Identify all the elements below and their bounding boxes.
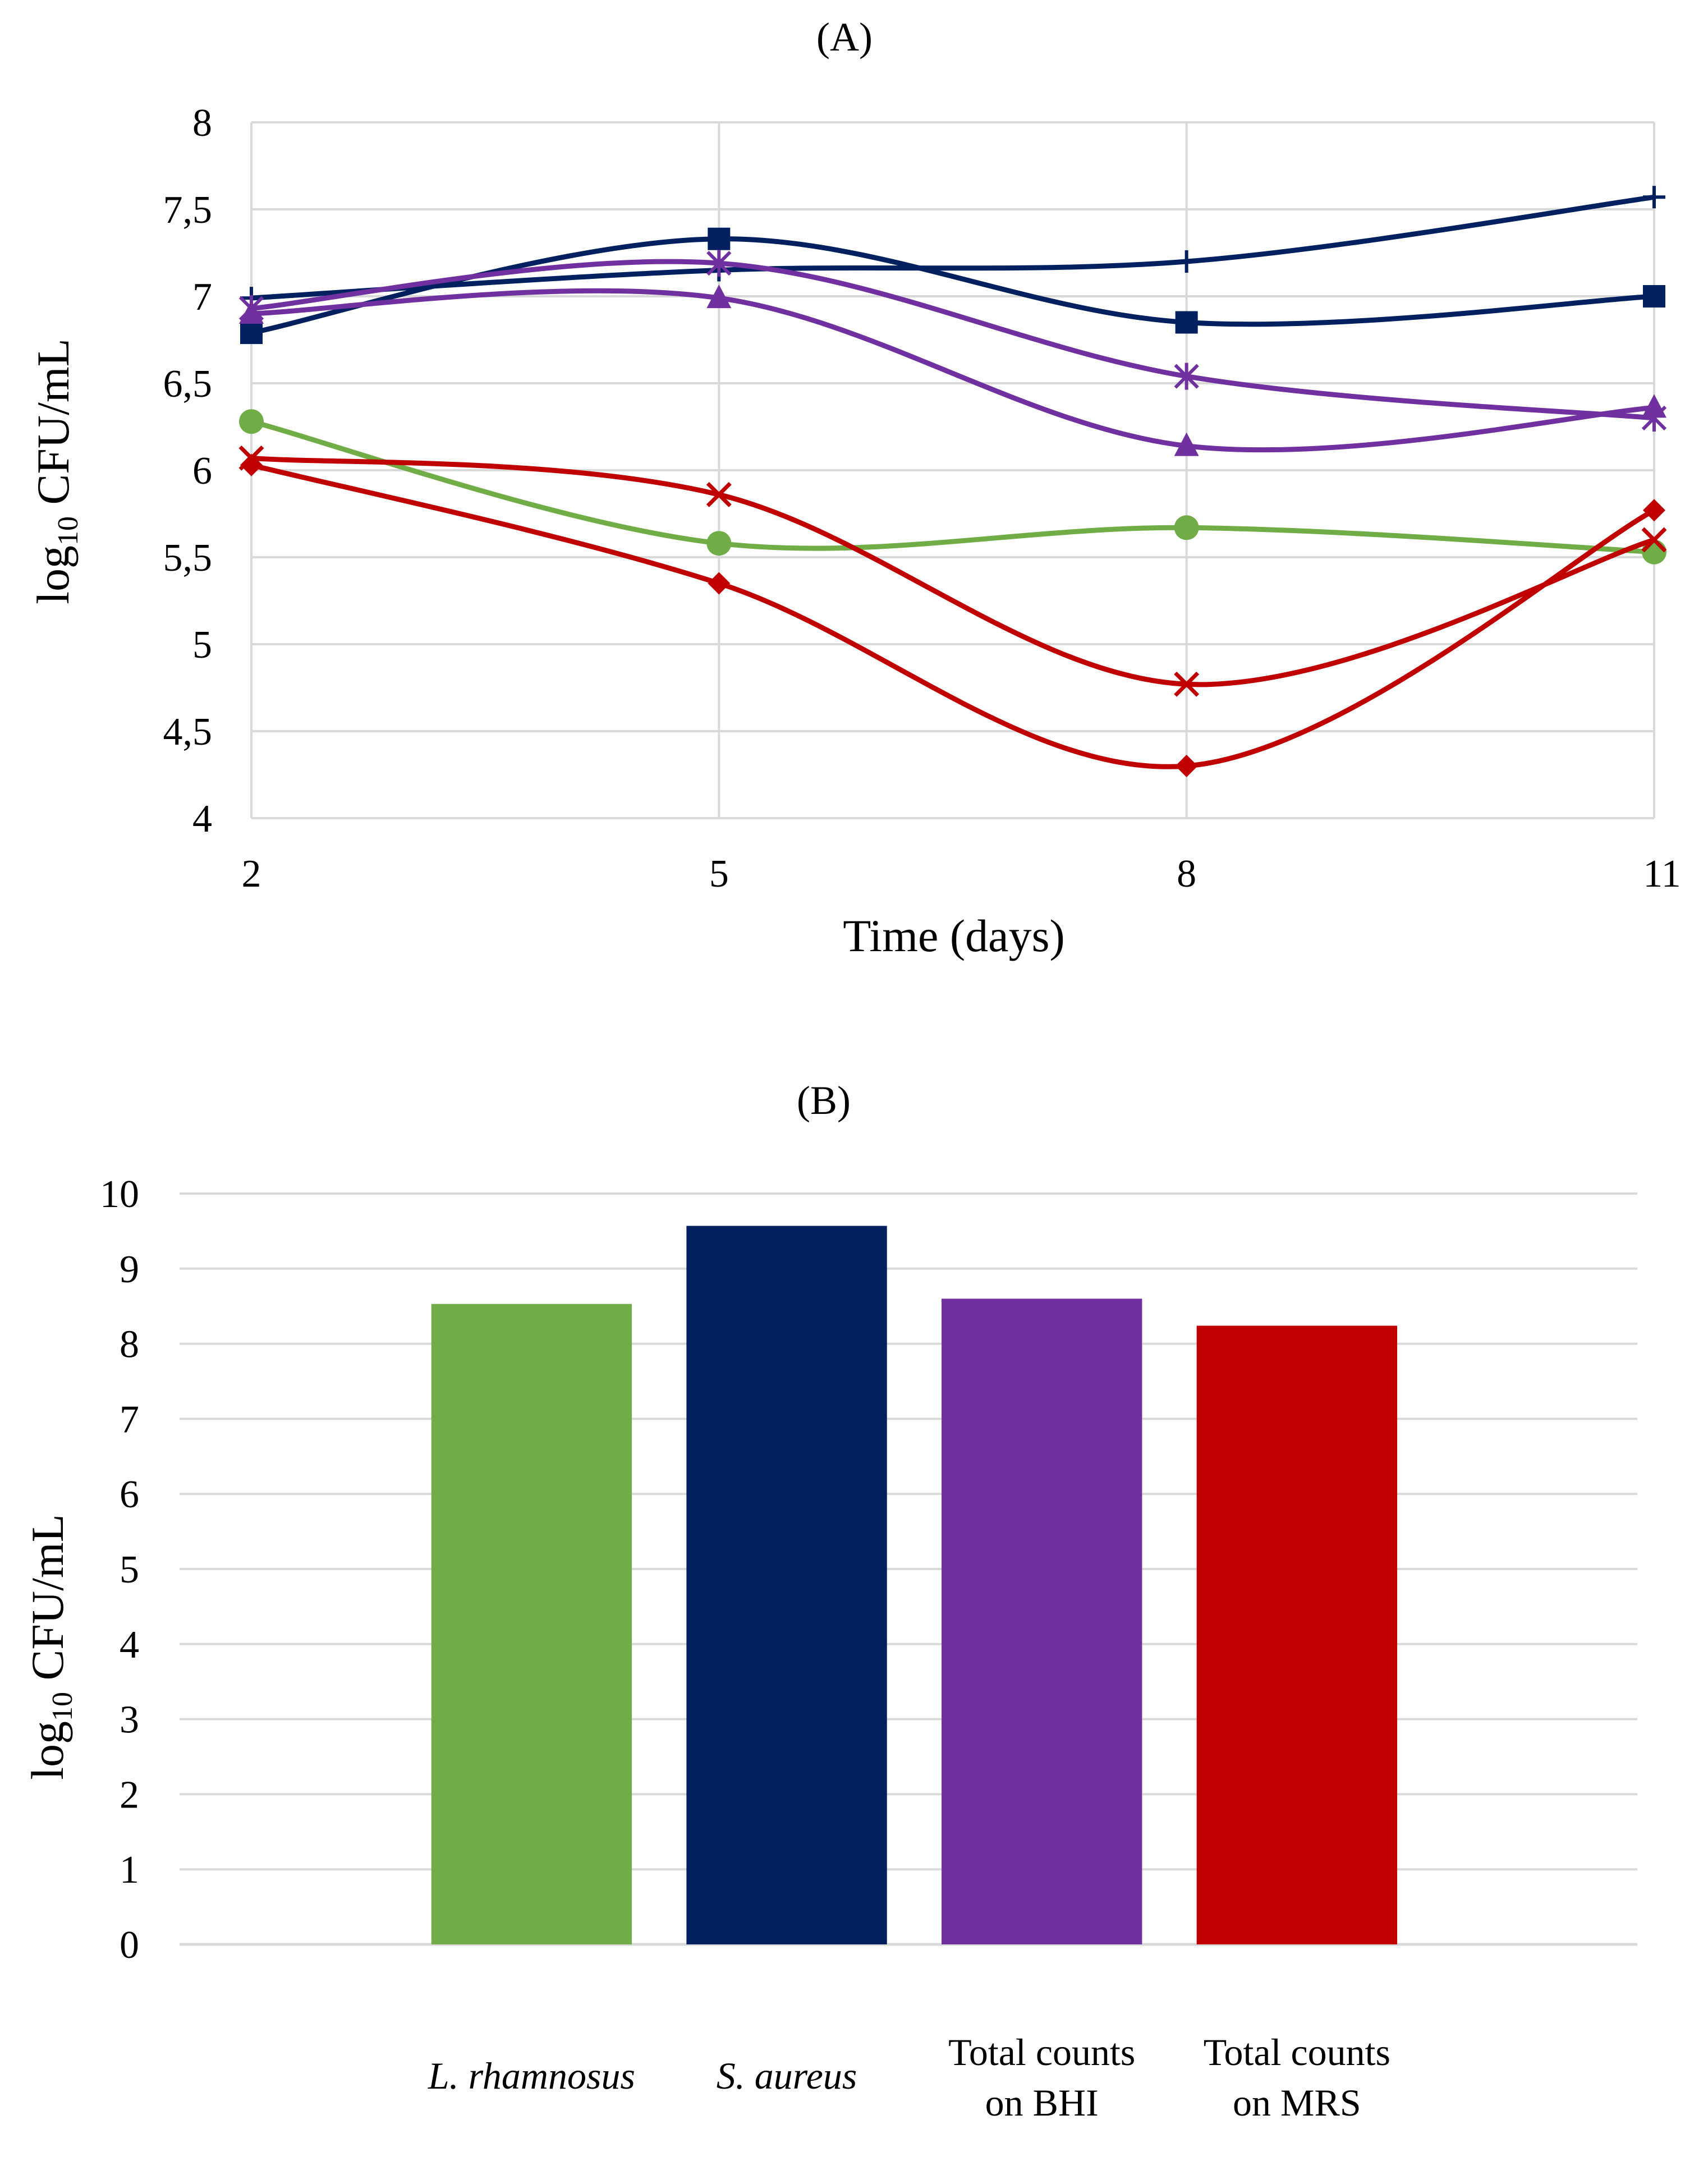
chart-b-category-label: S. aureus — [717, 2054, 857, 2097]
chart-a-point-circle — [706, 531, 732, 556]
chart-b-y-tick-label: 5 — [120, 1548, 139, 1591]
chart-a-x-tick-label: 11 — [1643, 852, 1681, 896]
chart-a-point-triangle — [1642, 394, 1666, 418]
chart-a-series-4 — [239, 285, 1666, 456]
chart-a-y-tick-label: 7 — [192, 276, 212, 319]
chart-a-series-line — [249, 419, 1657, 555]
chart-a-point-x — [1641, 527, 1667, 553]
chart-a-x-ticks: 2 5 8 11 — [242, 852, 1681, 896]
chart-b-category-label: L. rhamnosus — [428, 2054, 635, 2097]
chart-a-point-square — [240, 322, 263, 345]
chart-a-y-tick-label: 6,5 — [163, 363, 213, 406]
chart-a-x-tick-label: 8 — [1177, 852, 1196, 896]
chart-b-y-tick-label: 8 — [120, 1323, 139, 1366]
chart-a-series-line — [249, 462, 1657, 769]
chart-b-y-axis-title-rest: CFU/mL — [22, 1514, 73, 1692]
chart-b-category-label: Total counts — [948, 2031, 1135, 2073]
chart-a-point-triangle — [239, 300, 264, 324]
chart-a-y-tick-label: 4 — [192, 797, 212, 841]
chart-a-point-x — [1174, 671, 1200, 697]
chart-a-y-axis-title: log10 CFU/mL — [27, 338, 84, 604]
chart-a-series-line — [249, 455, 1657, 687]
chart-a-point-square — [1643, 285, 1665, 308]
chart-a-point-plus — [1175, 250, 1198, 273]
chart-a-point-x — [706, 481, 732, 507]
chart-a-x-tick-label: 5 — [709, 852, 729, 896]
chart-a-y-axis-title-sub: 10 — [52, 516, 84, 545]
line-chart-a: (A) 44,555,566,577,58 2 5 8 11 Time (days) … — [27, 15, 1681, 961]
chart-b-y-tick-label: 3 — [120, 1699, 139, 1742]
chart-a-y-axis-title-rest: CFU/mL — [27, 338, 79, 516]
chart-b-y-axis-title: log10 CFU/mL — [22, 1514, 79, 1779]
chart-a-series-5 — [239, 409, 1666, 565]
chart-a-y-tick-label: 4,5 — [163, 710, 213, 754]
chart-a-x-axis-title: Time (days) — [843, 910, 1065, 961]
chart-b-y-axis-title-sub: 10 — [47, 1692, 79, 1721]
chart-a-point-square — [1175, 311, 1198, 334]
chart-a-point-diamond — [1175, 755, 1198, 777]
chart-a-point-circle — [239, 409, 264, 434]
chart-a-point-plus — [1643, 186, 1665, 209]
chart-b-bar — [1196, 1325, 1398, 1944]
chart-b-y-tick-label: 7 — [120, 1398, 139, 1441]
chart-b-y-tick-label: 4 — [120, 1623, 139, 1667]
chart-a-point-star — [706, 250, 732, 277]
chart-a-point-diamond — [240, 453, 263, 476]
chart-b-bar — [431, 1304, 632, 1944]
chart-b-y-axis-title-main: log — [22, 1721, 73, 1780]
chart-b-y-tick-label: 2 — [120, 1773, 139, 1816]
bar-chart-b: (B) 0 1 2 3 4 5 6 7 8 9 10 L. rhamnosus S. aureus To… — [22, 1078, 1637, 2124]
chart-b-y-ticks: 0 1 2 3 4 5 6 7 8 9 10 — [100, 1173, 139, 1967]
chart-a-y-ticks: 4 4,5 5 5,5 6 6,5 7 7,5 8 — [163, 102, 213, 841]
chart-a-y-tick-label: 5,5 — [163, 536, 213, 580]
chart-a-point-star — [1174, 363, 1199, 390]
chart-a-series-line — [249, 259, 1657, 421]
chart-a-point-diamond — [708, 572, 731, 595]
chart-a-series-line — [249, 288, 1657, 453]
chart-a-point-square — [708, 227, 731, 250]
chart-b-y-tick-label: 6 — [120, 1473, 139, 1516]
chart-b-bars — [431, 1226, 1398, 1944]
chart-b-gridlines — [180, 1192, 1637, 1946]
chart-a-y-axis-title-main: log — [27, 545, 79, 604]
chart-a-point-diamond — [1643, 499, 1665, 522]
chart-b-y-tick-label: 0 — [120, 1924, 139, 1967]
chart-a-title: (A) — [816, 15, 873, 59]
chart-a-y-tick-label: 5 — [192, 623, 212, 667]
chart-a-point-triangle — [706, 285, 732, 309]
chart-b-category-labels: L. rhamnosus S. aureus Total counts on BHI T… — [428, 2031, 1390, 2124]
chart-b-y-tick-label: 10 — [100, 1173, 139, 1216]
chart-a-series — [238, 186, 1667, 777]
chart-a-y-tick-label: 8 — [192, 102, 212, 145]
chart-a-series-line — [249, 194, 1657, 301]
chart-a-point-triangle — [1174, 432, 1199, 456]
chart-a-point-circle — [1174, 515, 1199, 540]
chart-a-y-tick-label: 6 — [192, 449, 212, 493]
chart-a-series-1 — [240, 186, 1665, 310]
chart-b-bar — [686, 1226, 887, 1944]
chart-b-bar — [942, 1299, 1142, 1944]
chart-a-series-7 — [240, 453, 1665, 777]
chart-a-gridlines — [250, 121, 1655, 819]
chart-b-title: (B) — [797, 1078, 851, 1123]
chart-a-y-tick-label: 7,5 — [163, 189, 213, 232]
chart-b-category-label: on MRS — [1233, 2081, 1361, 2124]
chart-b-y-tick-label: 1 — [120, 1848, 139, 1892]
chart-b-category-label: on BHI — [985, 2081, 1099, 2124]
chart-a-x-tick-label: 2 — [242, 852, 261, 896]
chart-b-y-tick-label: 9 — [120, 1248, 139, 1291]
chart-b-category-label: Total counts — [1204, 2031, 1390, 2073]
